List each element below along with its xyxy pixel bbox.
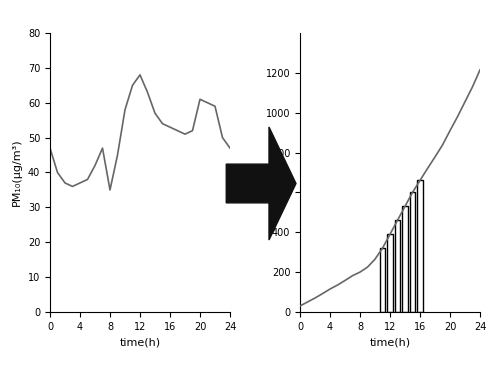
X-axis label: time(h): time(h) bbox=[120, 337, 160, 347]
Bar bbox=[394, 220, 400, 312]
Bar bbox=[402, 206, 408, 312]
X-axis label: time(h): time(h) bbox=[370, 337, 410, 347]
Bar bbox=[387, 234, 393, 312]
Bar bbox=[417, 181, 423, 312]
Polygon shape bbox=[226, 127, 296, 240]
Bar bbox=[380, 248, 386, 312]
Y-axis label: PM₁₀(μg/m³): PM₁₀(μg/m³) bbox=[12, 139, 22, 206]
Bar bbox=[410, 192, 416, 312]
